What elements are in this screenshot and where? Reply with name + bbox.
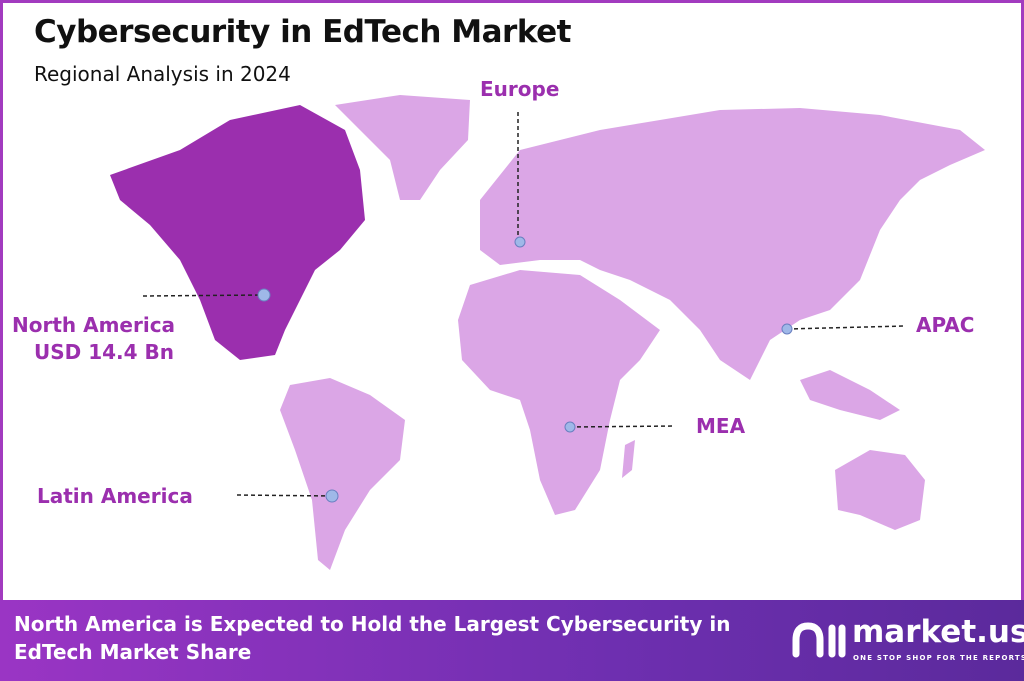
logo-name: market.us: [852, 614, 1024, 650]
region-name: North America: [12, 313, 176, 337]
page-title: Cybersecurity in EdTech Market: [34, 14, 571, 50]
southeast-asia: [800, 370, 900, 420]
label-north-america: North America USD 14.4 Bn: [12, 312, 175, 366]
south-america: [280, 378, 405, 570]
europe-asia: [480, 108, 985, 380]
north-america: [110, 105, 365, 360]
label-apac: APAC: [916, 313, 975, 337]
marketus-logo: market.us ONE STOP SHOP FOR THE REPORTS: [790, 614, 1024, 666]
africa: [458, 270, 660, 515]
page-subtitle: Regional Analysis in 2024: [34, 62, 291, 86]
leader-north-america: [142, 294, 265, 297]
marker-latin-america: [325, 489, 339, 503]
marker-north-america: [257, 288, 271, 302]
marker-mea: [564, 421, 576, 433]
logo-tagline: ONE STOP SHOP FOR THE REPORTS: [853, 654, 1024, 662]
greenland: [335, 95, 470, 200]
label-europe: Europe: [480, 77, 560, 101]
frame-border: [0, 0, 1024, 600]
region-value: USD 14.4 Bn: [34, 340, 174, 364]
madagascar: [622, 440, 635, 478]
leader-mea: [569, 425, 676, 428]
world-map: [110, 95, 985, 570]
label-mea: MEA: [696, 414, 746, 438]
footer-banner: North America is Expected to Hold the La…: [0, 600, 1024, 681]
marker-europe: [514, 236, 526, 248]
label-latin-america: Latin America: [37, 484, 193, 508]
footer-text: North America is Expected to Hold the La…: [14, 612, 731, 664]
leader-apac: [786, 325, 906, 330]
australia: [835, 450, 925, 530]
marker-apac: [781, 323, 793, 335]
logo-mark-icon: [792, 622, 846, 658]
leader-latin-america: [236, 494, 333, 497]
